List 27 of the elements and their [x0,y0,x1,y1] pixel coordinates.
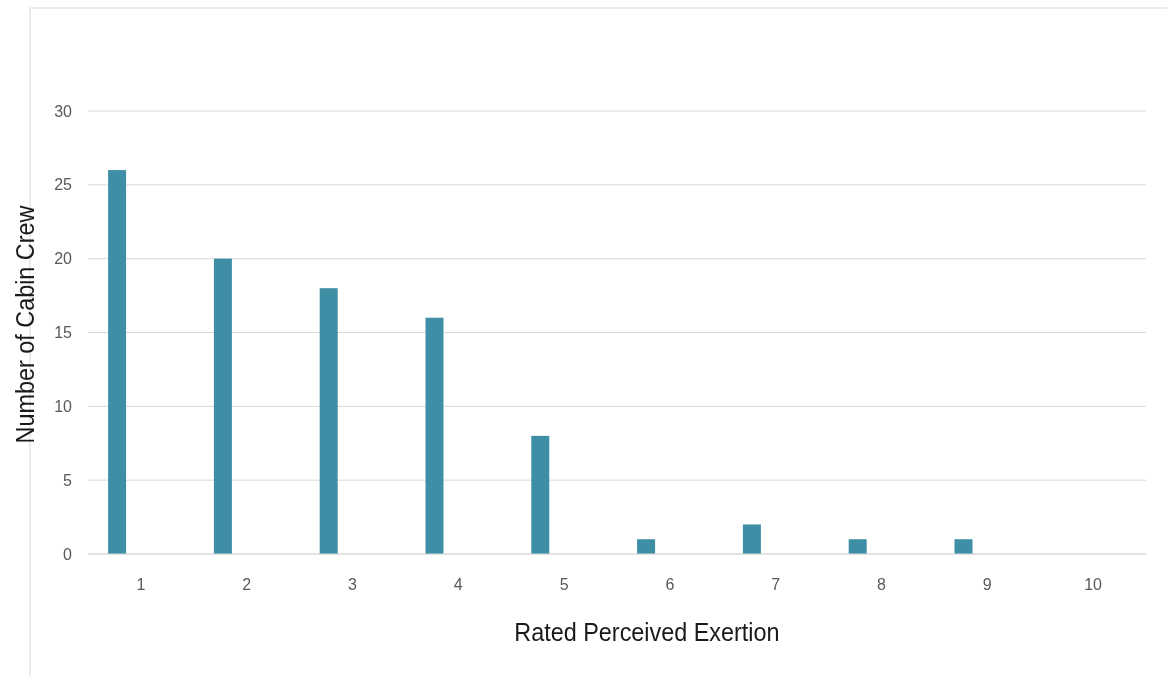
x-tick-label: 3 [348,576,358,593]
x-tick-label: 7 [771,576,781,593]
bar [319,288,338,554]
bar [108,170,127,554]
x-tick-label: 4 [453,576,463,593]
y-tick-label: 30 [54,102,73,120]
bar [742,524,761,554]
y-tick-label: 0 [63,545,73,563]
x-tick-label: 1 [136,576,146,593]
x-tick-label: 5 [559,576,569,593]
x-tick-label: 8 [877,576,887,593]
bar [848,539,867,554]
x-axis-title: Rated Perceived Exertion [514,617,780,647]
x-tick-label: 2 [242,576,252,593]
y-tick-label: 15 [54,324,73,342]
y-tick-label: 5 [63,471,73,489]
x-tick-label: 9 [982,576,992,593]
bar [531,435,550,554]
x-tick-label: 6 [665,576,675,593]
y-axis-title: Number of Cabin Crew [10,205,40,444]
bar [425,317,444,554]
y-tick-label: 25 [54,176,73,194]
y-tick-label: 10 [54,397,73,415]
y-tick-label: 20 [54,250,73,268]
x-tick-label: 10 [1084,576,1103,593]
bar [213,258,232,554]
bar [637,539,656,554]
